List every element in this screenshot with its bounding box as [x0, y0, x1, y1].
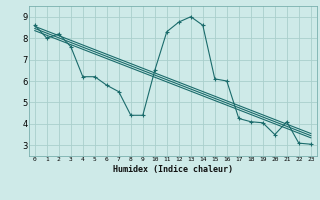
X-axis label: Humidex (Indice chaleur): Humidex (Indice chaleur) — [113, 165, 233, 174]
